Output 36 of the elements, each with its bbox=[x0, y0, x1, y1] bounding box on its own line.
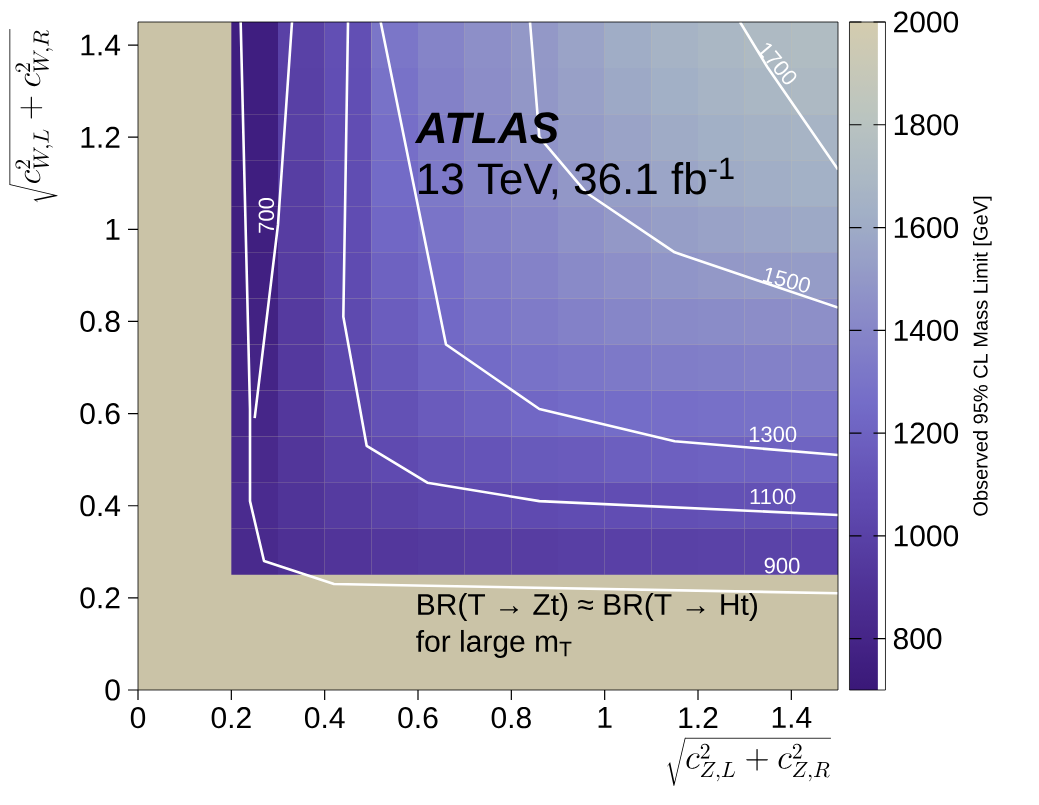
annotation: 13 TeV, 36.1 fb$^{-1}$ bbox=[419, 157, 734, 200]
annotation: 700 bbox=[258, 198, 275, 233]
annotation: 1100 bbox=[750, 488, 796, 505]
y-tick-label: 0.4 bbox=[80, 495, 121, 517]
x-tick-label: 0 bbox=[130, 707, 146, 729]
y-tick-label: 1.2 bbox=[81, 126, 120, 148]
annotation: 900 bbox=[764, 557, 800, 574]
color-bar-label: 2000 bbox=[894, 11, 959, 33]
x-tick-label: 0.4 bbox=[304, 707, 345, 729]
x-tick-label: 0.2 bbox=[211, 707, 251, 729]
y-tick-label: 0.6 bbox=[80, 402, 120, 425]
y-tick-label: 0 bbox=[105, 679, 120, 701]
y-tick-label: 1.4 bbox=[81, 34, 121, 56]
y-tick-label: 1 bbox=[106, 218, 120, 240]
annotation: 1500 bbox=[762, 267, 811, 293]
color-bar-label: 1400 bbox=[894, 319, 959, 341]
line-series bbox=[379, 22, 838, 457]
annotation: for large m$_{T}$ bbox=[416, 629, 572, 658]
color-bar-label: 1600 bbox=[894, 216, 959, 239]
y-axis-title: $\sqrt{c^{2}_{W,L} + c^{2}_{W,R}}$ bbox=[9, 29, 58, 203]
annotation: 1300 bbox=[749, 426, 797, 443]
y-tick-label: 0.2 bbox=[80, 587, 120, 609]
color-bar-label: 1200 bbox=[894, 422, 959, 444]
annotation: BR(T → Zt) ≈ BR(T → Ht) bbox=[418, 593, 757, 622]
x-tick-label: 0.6 bbox=[398, 707, 438, 729]
x-tick-label: 1.4 bbox=[772, 707, 812, 728]
y-tick-label: 0.8 bbox=[80, 310, 120, 333]
x-tick-label: 1.2 bbox=[679, 707, 718, 729]
x-tick-label: 1 bbox=[598, 707, 612, 728]
line-series bbox=[342, 22, 838, 517]
color-bar-label: 1800 bbox=[894, 114, 959, 136]
color-bar-title: Observed 95% CL Mass Limit [GeV] bbox=[973, 196, 992, 516]
color-bar-label: 800 bbox=[893, 627, 942, 650]
x-tick-label: 0.8 bbox=[491, 707, 531, 729]
x-axis-title: $\sqrt{c^{2}_{Z,L} + c^{2}_{Z,R}}$ bbox=[667, 737, 831, 786]
color-bar-label: 1000 bbox=[894, 525, 959, 547]
